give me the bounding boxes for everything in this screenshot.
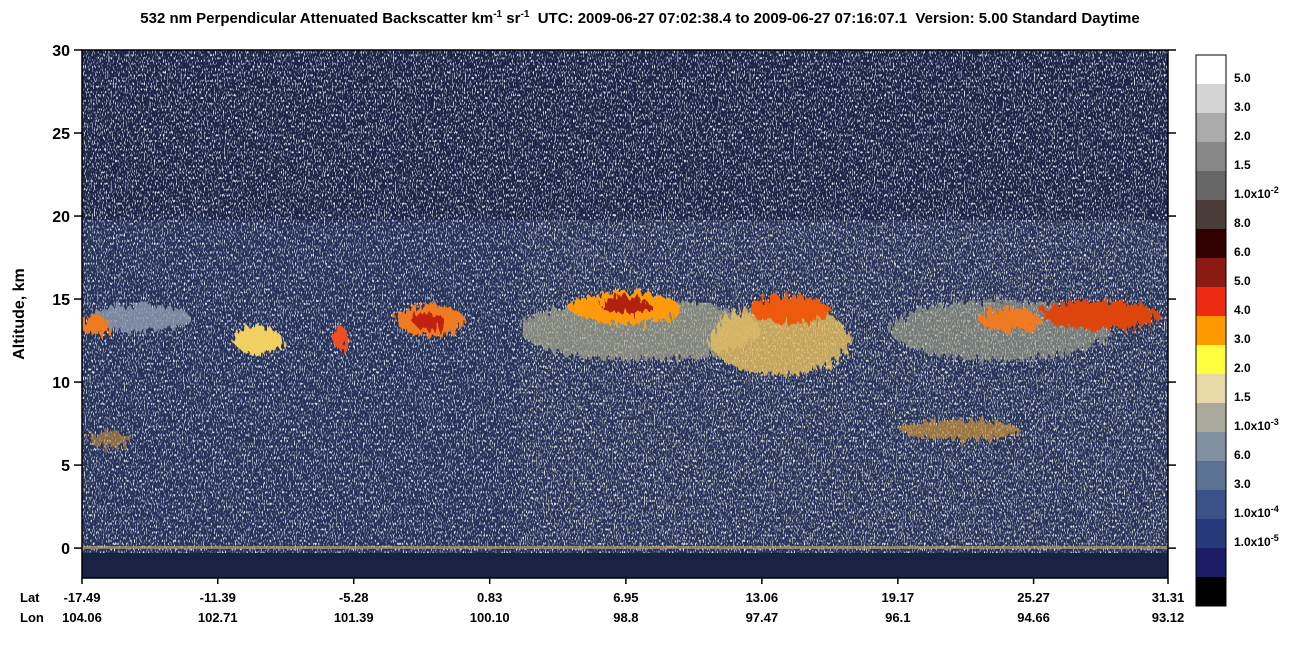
colorbar-label-exp: -5 <box>1271 533 1279 543</box>
lat-label: 19.17 <box>882 590 915 605</box>
colorbar-swatch <box>1196 200 1226 229</box>
colorbar-label-exp: -4 <box>1271 504 1279 514</box>
colorbar-label: 5.0 <box>1234 274 1251 288</box>
colorbar-label: 2.0 <box>1234 361 1251 375</box>
colorbar-swatch <box>1196 345 1226 374</box>
colorbar-swatch <box>1196 171 1226 200</box>
lon-label: 102.71 <box>198 610 238 625</box>
lon-label: 93.12 <box>1152 610 1185 625</box>
lat-label: 6.95 <box>613 590 638 605</box>
colorbar-swatch <box>1196 374 1226 403</box>
y-tick-label: 5 <box>61 458 70 475</box>
colorbar-label: 6.0 <box>1234 245 1251 259</box>
colorbar-label: 1.5 <box>1234 390 1251 404</box>
colorbar-label-base: 1.0x10 <box>1234 535 1271 549</box>
colorbar-label: 6.0 <box>1234 448 1251 462</box>
plot-frame <box>81 49 1169 579</box>
colorbar-label: 4.0 <box>1234 303 1251 317</box>
colorbar-label: 1.0x10-3 <box>1234 417 1279 433</box>
colorbar-label: 5.0 <box>1234 71 1251 85</box>
colorbar-label-exp: -2 <box>1271 185 1279 195</box>
colorbar-label: 1.5 <box>1234 158 1251 172</box>
lon-label: 101.39 <box>334 610 374 625</box>
lon-label: 98.8 <box>613 610 638 625</box>
lat-label: -11.39 <box>200 590 236 605</box>
colorbar-swatch <box>1196 548 1226 577</box>
colorbar-swatch <box>1196 84 1226 113</box>
lat-row-label: Lat <box>20 590 40 605</box>
colorbar-swatch <box>1196 519 1226 548</box>
colorbar-label: 3.0 <box>1234 100 1251 114</box>
colorbar-frame <box>1195 54 1227 607</box>
colorbar-swatch <box>1196 113 1226 142</box>
y-tick-label: 0 <box>61 541 70 558</box>
lon-label: 96.1 <box>885 610 910 625</box>
colorbar-swatch <box>1196 229 1226 258</box>
colorbar-swatch <box>1196 490 1226 519</box>
chart-title: 532 nm Perpendicular Attenuated Backscat… <box>140 9 1139 27</box>
colorbar-swatch <box>1196 461 1226 490</box>
lat-label: 31.31 <box>1152 590 1185 605</box>
lon-label: 94.66 <box>1017 610 1050 625</box>
colorbar-swatch <box>1196 403 1226 432</box>
lat-label: 25.27 <box>1017 590 1050 605</box>
y-tick-label: 20 <box>52 209 70 226</box>
colorbar-swatch <box>1196 142 1226 171</box>
lon-label: 104.06 <box>62 610 102 625</box>
y-tick-label: 10 <box>52 375 70 392</box>
lon-label: 100.10 <box>470 610 510 625</box>
y-tick-label: 30 <box>52 43 70 60</box>
colorbar-swatch <box>1196 577 1226 606</box>
y-axis-label: Altitude, km <box>11 268 28 360</box>
lat-label: 0.83 <box>477 590 502 605</box>
y-tick-label: 25 <box>52 126 70 143</box>
colorbar-swatch <box>1196 432 1226 461</box>
colorbar-label: 8.0 <box>1234 216 1251 230</box>
lat-label: -17.49 <box>64 590 101 605</box>
colorbar-label: 1.0x10-5 <box>1234 533 1279 549</box>
lon-row-label: Lon <box>20 610 44 625</box>
lat-label: -5.28 <box>339 590 369 605</box>
colorbar-label-base: 1.0x10 <box>1234 187 1271 201</box>
lat-label: 13.06 <box>746 590 779 605</box>
colorbar-label: 2.0 <box>1234 129 1251 143</box>
backscatter-image <box>82 50 1168 578</box>
colorbar-label-exp: -3 <box>1271 417 1279 427</box>
colorbar-swatch <box>1196 55 1226 84</box>
y-tick-label: 15 <box>52 292 70 309</box>
colorbar-label: 3.0 <box>1234 477 1251 491</box>
colorbar-swatch <box>1196 316 1226 345</box>
colorbar-label-base: 1.0x10 <box>1234 419 1271 433</box>
colorbar-swatch <box>1196 258 1226 287</box>
lon-label: 97.47 <box>746 610 779 625</box>
colorbar-label: 1.0x10-4 <box>1234 504 1279 520</box>
colorbar-label: 3.0 <box>1234 332 1251 346</box>
colorbar-swatch <box>1196 287 1226 316</box>
colorbar-label: 1.0x10-2 <box>1234 185 1279 201</box>
colorbar-label-base: 1.0x10 <box>1234 506 1271 520</box>
